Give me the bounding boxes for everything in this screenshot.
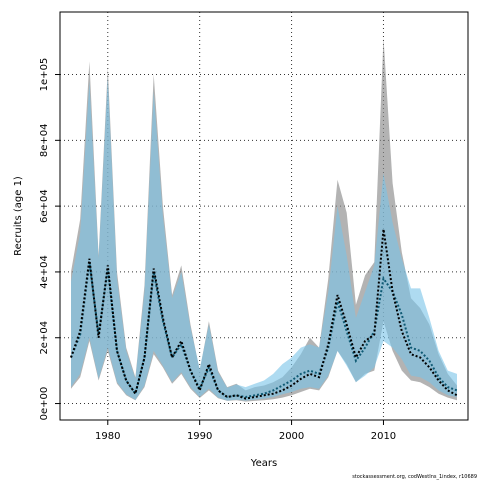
axis-ticks: 1980 1990 2000 2010 0e+00 2e+04 4e+04 6e+04 8e+0…	[39, 58, 396, 442]
y-tick-label: 2e+04	[39, 321, 50, 355]
y-tick-label: 0e+00	[39, 387, 50, 421]
y-axis-title: Recruits (age 1)	[13, 176, 24, 256]
x-tick-label: 2000	[279, 431, 304, 442]
source-footnote: stockassessment.org, codWestIns_1index, …	[352, 474, 477, 480]
series-line-black	[70, 229, 458, 400]
plot-frame	[59, 11, 469, 421]
x-tick-label: 2010	[371, 431, 396, 442]
confidence-band-blue	[71, 77, 457, 401]
y-tick-label: 6e+04	[39, 189, 50, 223]
x-axis-title: Years	[250, 458, 277, 469]
series-lines	[70, 229, 458, 400]
y-tick-label: 1e+05	[39, 58, 50, 92]
y-tick-label: 4e+04	[39, 255, 50, 289]
x-tick-label: 1980	[95, 431, 120, 442]
x-tick-label: 1990	[187, 431, 212, 442]
y-tick-label: 8e+04	[39, 124, 50, 158]
confidence-bands	[71, 38, 457, 402]
